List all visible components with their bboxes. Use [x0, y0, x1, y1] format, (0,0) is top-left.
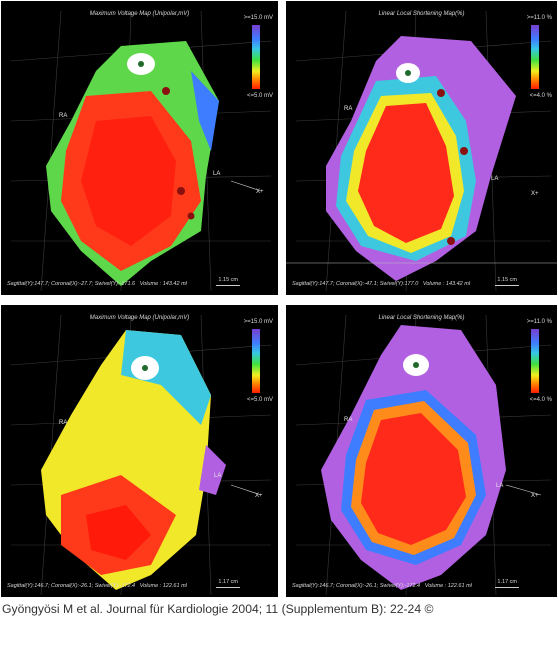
panel-title: Maximum Voltage Map (Unipolar,mV) — [89, 11, 190, 17]
colorbar — [252, 329, 260, 393]
shortening-map-render-2 — [295, 314, 552, 596]
ra-label: RA — [59, 113, 68, 119]
scale-bar — [216, 285, 240, 286]
panel-title: Linear Local Shortening Map(%) — [378, 11, 465, 17]
la-label: LA — [496, 483, 504, 489]
la-label: LA — [214, 473, 222, 479]
volume-value: Volume : 122.61 ml — [424, 583, 472, 589]
scale-label: 1.15 cm — [218, 277, 238, 283]
colorbar-min-label: <=5.0 mV — [246, 93, 273, 99]
axis-label: X+ — [531, 493, 539, 499]
volume-value: Volume : 122.61 ml — [139, 583, 187, 589]
scale-label: 1.17 cm — [218, 579, 238, 585]
scale-bar — [495, 587, 519, 588]
colorbar — [252, 25, 260, 89]
la-label: LA — [491, 176, 499, 182]
shortening-map-render-1 — [286, 10, 557, 292]
orientation-values: Sagittal(Y):147.7; Coronal(X):-47.1; Swi… — [292, 281, 419, 287]
axis-label: X+ — [255, 493, 263, 499]
orientation-status: Sagittal(Y):146.7; Coronal(X):-26.1; Swi… — [7, 583, 187, 589]
panel-title: Maximum Voltage Map (Unipolar,mV) — [89, 315, 190, 321]
ra-label: RA — [344, 417, 353, 423]
colorbar — [531, 329, 539, 393]
orientation-status: Sagittal(Y):147.7; Coronal(X):-27.7; Swi… — [7, 281, 187, 287]
scale-label: 1.15 cm — [497, 277, 517, 283]
panel-title: Linear Local Shortening Map(%) — [378, 315, 465, 321]
voltage-map-panel-1: Maximum Voltage Map (Unipolar,mV) >=15.0… — [1, 1, 278, 295]
colorbar-min-label: <=5.0 mV — [246, 397, 273, 403]
voltage-map-render-1 — [10, 10, 272, 292]
shortening-map-panel-2: Linear Local Shortening Map(%) >=11.0 % … — [286, 305, 557, 597]
axis-label: X+ — [256, 189, 264, 195]
volume-value: Volume : 143.42 ml — [422, 281, 471, 287]
scale-label: 1.17 cm — [497, 579, 517, 585]
orientation-values: Sagittal(Y):146.7; Coronal(X):-26.1; Swi… — [292, 583, 421, 589]
orientation-values: Sagittal(Y):147.7; Coronal(X):-27.7; Swi… — [7, 281, 136, 287]
la-label: LA — [213, 171, 221, 177]
volume-value: Volume : 143.42 ml — [139, 281, 187, 287]
orientation-status: Sagittal(Y):147.7; Coronal(X):-47.1; Swi… — [292, 281, 470, 287]
axis-label: X+ — [531, 191, 539, 197]
ra-label: RA — [59, 420, 68, 426]
voltage-map-render-2 — [10, 314, 272, 596]
citation: Gyöngyösi M et al. Journal für Kardiolog… — [2, 602, 434, 616]
colorbar — [531, 25, 539, 89]
colorbar-max-label: >=11.0 % — [526, 319, 552, 325]
voltage-map-panel-2: Maximum Voltage Map (Unipolar,mV) >=15.0… — [1, 305, 278, 597]
orientation-status: Sagittal(Y):146.7; Coronal(X):-26.1; Swi… — [292, 583, 472, 589]
colorbar-max-label: >=15.0 mV — [243, 15, 273, 21]
scale-bar — [216, 587, 240, 588]
colorbar-min-label: <=4.0 % — [529, 93, 552, 99]
colorbar-max-label: >=11.0 % — [526, 15, 552, 21]
scale-bar — [495, 285, 519, 286]
ra-label: RA — [344, 106, 353, 112]
colorbar-max-label: >=15.0 mV — [243, 319, 273, 325]
colorbar-min-label: <=4.0 % — [529, 397, 552, 403]
shortening-map-panel-1: Linear Local Shortening Map(%) >=11.0 % … — [286, 1, 557, 295]
orientation-values: Sagittal(Y):146.7; Coronal(X):-26.1; Swi… — [7, 583, 136, 589]
